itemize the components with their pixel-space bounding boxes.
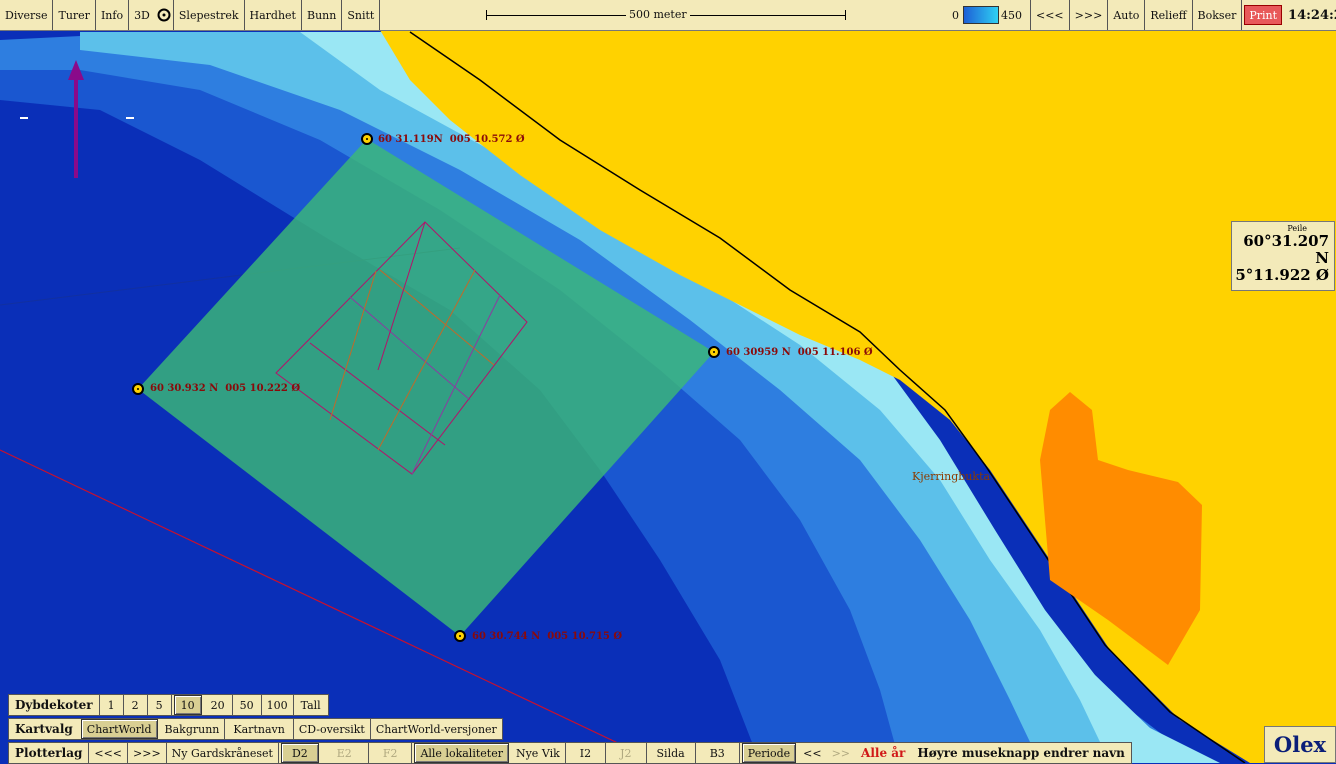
coastline (409, 31, 1246, 763)
kartvalg-label: Kartvalg (9, 719, 79, 739)
layer-f2[interactable]: F2 (368, 743, 413, 763)
tool-snitt[interactable]: Snitt (342, 0, 381, 30)
menu-diverse[interactable]: Diverse (0, 0, 54, 30)
layer-i2[interactable]: I2 (565, 743, 607, 763)
cd-oversikt-button[interactable]: CD-oversikt (293, 719, 371, 739)
survey-area (138, 139, 714, 636)
depth-max: 450 (1001, 8, 1022, 22)
layer-silda[interactable]: Silda (646, 743, 696, 763)
menu-3d[interactable]: 3D (129, 0, 155, 30)
contour-50-button[interactable]: 50 (232, 695, 262, 715)
layer-nye-vik[interactable]: Nye Vik (510, 743, 566, 763)
layer-e2[interactable]: E2 (320, 743, 369, 763)
dybdekoter-label: Dybdekoter (9, 695, 99, 715)
plotter-prev-button[interactable]: <<< (88, 743, 129, 763)
layer-d2[interactable]: D2 (280, 743, 319, 763)
target-icon[interactable] (154, 0, 174, 30)
olex-logo: Olex (1264, 726, 1336, 763)
plotterlag-label: Plotterlag (9, 743, 89, 763)
periode-button[interactable]: Periode (741, 743, 797, 763)
waypoint-icon[interactable] (132, 383, 144, 395)
contour-10-button[interactable]: 10 (173, 695, 202, 715)
bearing-panel: Peile 60°31.207 N 5°11.922 Ø (1231, 221, 1335, 291)
auto-button[interactable]: Auto (1108, 0, 1146, 30)
bearing-lat: 60°31.207 N (1243, 232, 1329, 267)
period-next-button[interactable]: >> (826, 743, 856, 763)
bearing-title: Peile (1287, 224, 1307, 233)
alle-ar-label: Alle år (855, 743, 912, 763)
period-prev-button[interactable]: << (798, 743, 827, 763)
tool-hardhet[interactable]: Hardhet (244, 0, 302, 30)
north-arrow-icon (20, 60, 134, 178)
hint-text: Høyre museknapp endrer navn (911, 743, 1131, 763)
layer-ny-gardskraneset[interactable]: Ny Gardskråneset (166, 743, 279, 763)
grid-overlay (275, 221, 528, 475)
top-toolbar: Diverse Turer Info 3D Slepestrek Hardhet… (0, 0, 1336, 31)
contour-band-2 (0, 32, 1200, 763)
tool-slepestrek[interactable]: Slepestrek (173, 0, 245, 30)
depth-min: 0 (952, 8, 959, 22)
layer-alle-lokaliteter[interactable]: Alle lokaliteter (414, 743, 509, 763)
layer-j2[interactable]: J2 (606, 743, 647, 763)
nav-next-button[interactable]: >>> (1069, 0, 1109, 30)
menu-turer[interactable]: Turer (53, 0, 96, 30)
contour-20-button[interactable]: 20 (203, 695, 233, 715)
plotter-layer-bar: Plotterlag <<< >>> Ny Gardskråneset D2 E… (8, 742, 1132, 764)
waypoint-icon[interactable] (361, 133, 373, 145)
scale-bar: 500 meter (486, 8, 846, 22)
depth-contour-bar: Dybdekoter 1 2 5 10 20 50 100 Tall (8, 694, 329, 716)
chartworld-button[interactable]: ChartWorld (80, 719, 158, 739)
chartworld-versjoner-button[interactable]: ChartWorld-versjoner (370, 719, 502, 739)
layer-b3[interactable]: B3 (695, 743, 740, 763)
print-button[interactable]: Print (1244, 5, 1283, 25)
nav-prev-button[interactable]: <<< (1030, 0, 1070, 30)
waypoint-label: 60 30.932 N 005 10.222 Ø (150, 383, 301, 394)
waypoint-label: 60 31.119N 005 10.572 Ø (378, 134, 525, 145)
contour-2-button[interactable]: 2 (123, 695, 148, 715)
chart-select-bar: Kartvalg ChartWorld Bakgrunn Kartnavn CD… (8, 718, 503, 740)
waypoint-label: 60 30.744 N 005 10.715 Ø (472, 631, 623, 642)
contour-tall-button[interactable]: Tall (293, 695, 328, 715)
tool-bunn[interactable]: Bunn (301, 0, 343, 30)
contour-100-button[interactable]: 100 (261, 695, 294, 715)
waypoint-icon[interactable] (708, 346, 720, 358)
waypoint-icon[interactable] (454, 630, 466, 642)
clock: 14:24:20 (1288, 7, 1336, 23)
bakgrunn-button[interactable]: Bakgrunn (159, 719, 226, 739)
restricted-area (1040, 392, 1202, 665)
contour-5-button[interactable]: 5 (147, 695, 172, 715)
depth-color-scale (963, 6, 999, 24)
relieff-button[interactable]: Relieff (1145, 0, 1193, 30)
place-name-label: Kjerringbukta (912, 470, 991, 483)
kartnavn-button[interactable]: Kartnavn (225, 719, 294, 739)
bearing-lon: 5°11.922 Ø (1235, 266, 1329, 284)
plotter-next-button[interactable]: >>> (128, 743, 167, 763)
course-line (0, 449, 661, 763)
menu-info[interactable]: Info (95, 0, 130, 30)
contour-1-button[interactable]: 1 (98, 695, 124, 715)
waypoint-label: 60 30959 N 005 11.106 Ø (726, 347, 873, 358)
bokser-button[interactable]: Bokser (1192, 0, 1243, 30)
scale-label: 500 meter (626, 8, 690, 21)
